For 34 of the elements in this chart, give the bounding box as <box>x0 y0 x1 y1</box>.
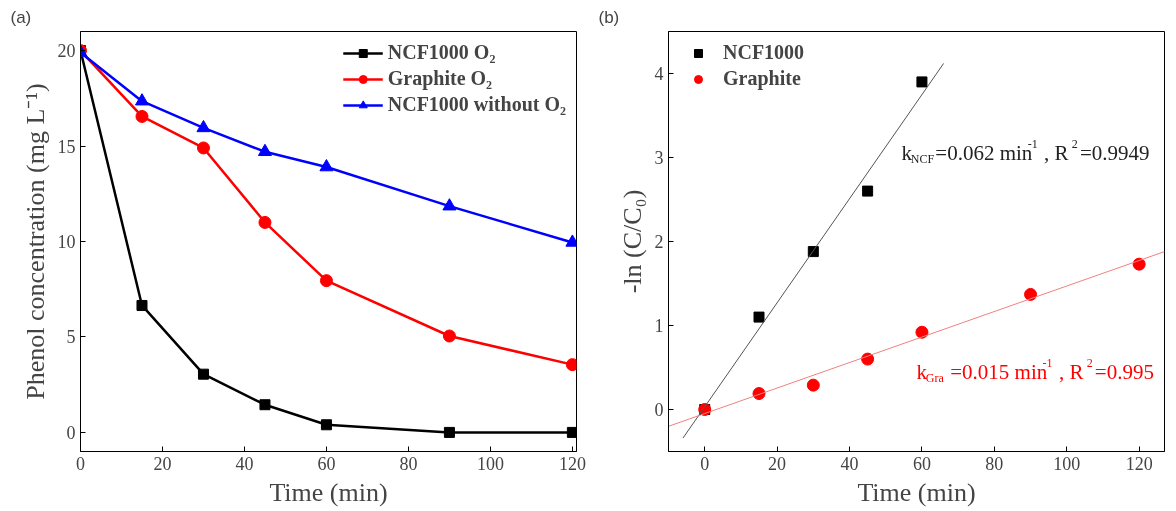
x-tick-label: 60 <box>912 453 931 474</box>
x-tick-label: 40 <box>840 453 859 474</box>
y-tick-label: 5 <box>66 327 76 348</box>
x-axis-title: Time (min) <box>269 477 388 507</box>
x-tick-label: 120 <box>1125 453 1153 474</box>
y-tick-label: 2 <box>654 232 664 252</box>
y-tick-label: 0 <box>654 400 664 420</box>
x-tick-label: 60 <box>317 453 336 474</box>
x-tick-label: 80 <box>399 453 418 474</box>
x-tick-label: 20 <box>153 453 172 474</box>
y-tick-label: 15 <box>57 136 76 157</box>
legend-label: Graphite O₂ <box>387 67 493 90</box>
x-tick-label: 100 <box>476 453 504 474</box>
y-tick-label: 0 <box>66 422 76 443</box>
y-tick-label: 10 <box>57 232 76 252</box>
x-axis-title: Time (min) <box>857 477 976 507</box>
y-axis-title: -ln (C/C₀) <box>617 189 647 294</box>
legend-label: Graphite <box>723 67 801 90</box>
y-tick-label: 4 <box>654 64 664 84</box>
y-axis-title: Phenol concentration (mg L⁻¹) <box>20 83 50 400</box>
legend-label: NCF1000 <box>723 41 805 64</box>
x-tick-label: 20 <box>768 453 787 474</box>
legend-label: NCF1000 O₂ <box>387 41 496 64</box>
chart-title: (a) <box>10 7 32 27</box>
y-tick-label: 20 <box>57 41 76 62</box>
x-tick-label: 80 <box>985 453 1004 474</box>
legend-label: NCF1000 without O₂ <box>387 93 566 116</box>
x-tick-label: 100 <box>1053 453 1081 474</box>
y-tick-label: 3 <box>654 148 664 168</box>
y-tick-label: 1 <box>654 316 664 336</box>
chart-title: (b) <box>598 7 620 27</box>
x-tick-label: 120 <box>558 453 586 474</box>
x-tick-label: 40 <box>235 453 254 474</box>
x-tick-label: 0 <box>700 453 710 474</box>
